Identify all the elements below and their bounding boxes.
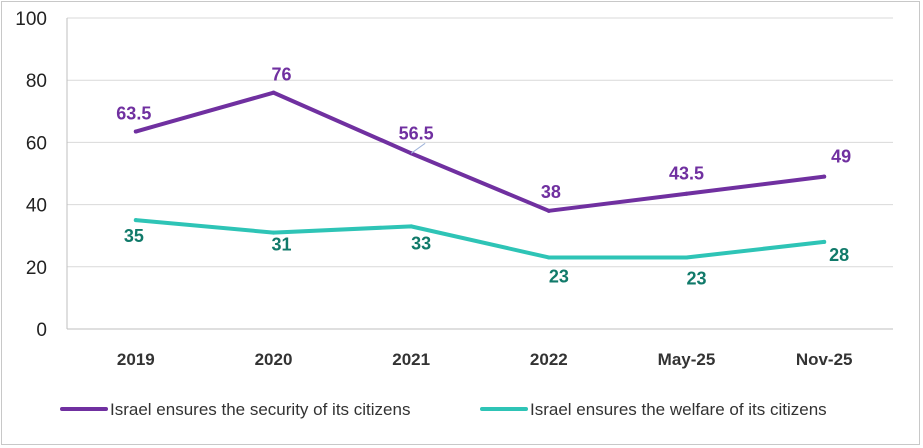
x-tick-label: 2020 (255, 350, 293, 369)
data-label: 43.5 (669, 164, 704, 184)
x-tick-label: May-25 (658, 350, 716, 369)
data-point (822, 239, 827, 244)
legend-label: Israel ensures the welfare of its citize… (530, 400, 827, 419)
data-label: 23 (686, 268, 706, 288)
data-point (684, 255, 689, 260)
data-label: 56.5 (399, 123, 434, 143)
data-point (822, 174, 827, 179)
data-label: 76 (271, 65, 291, 85)
data-label: 63.5 (116, 104, 151, 124)
y-tick-label: 20 (26, 258, 47, 279)
data-point (409, 224, 414, 229)
data-label: 28 (829, 245, 849, 265)
data-point (133, 129, 138, 134)
data-point (133, 218, 138, 223)
y-tick-label: 100 (15, 9, 47, 30)
y-tick-label: 80 (26, 71, 47, 92)
data-point (271, 230, 276, 235)
data-label: 31 (271, 235, 291, 255)
legend-label: Israel ensures the security of its citiz… (110, 400, 410, 419)
x-tick-label: Nov-25 (796, 350, 853, 369)
series-line (133, 218, 827, 260)
data-point (684, 191, 689, 196)
x-tick-label: 2021 (392, 350, 430, 369)
series-line (133, 90, 827, 213)
y-tick-label: 40 (26, 196, 47, 217)
y-tick-label: 60 (26, 133, 47, 154)
data-point (546, 208, 551, 213)
data-label: 38 (541, 182, 561, 202)
y-tick-label: 0 (36, 320, 47, 341)
data-label: 35 (124, 226, 144, 246)
data-point (271, 90, 276, 95)
data-label: 49 (831, 147, 851, 167)
data-point (546, 255, 551, 260)
data-label: 23 (549, 266, 569, 286)
label-leader-line (410, 142, 426, 154)
data-label: 33 (411, 233, 431, 253)
x-tick-label: 2022 (530, 350, 568, 369)
x-tick-label: 2019 (117, 350, 155, 369)
